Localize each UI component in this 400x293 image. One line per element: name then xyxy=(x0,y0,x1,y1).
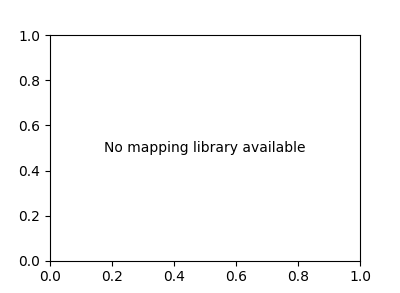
Text: No mapping library available: No mapping library available xyxy=(104,141,306,155)
